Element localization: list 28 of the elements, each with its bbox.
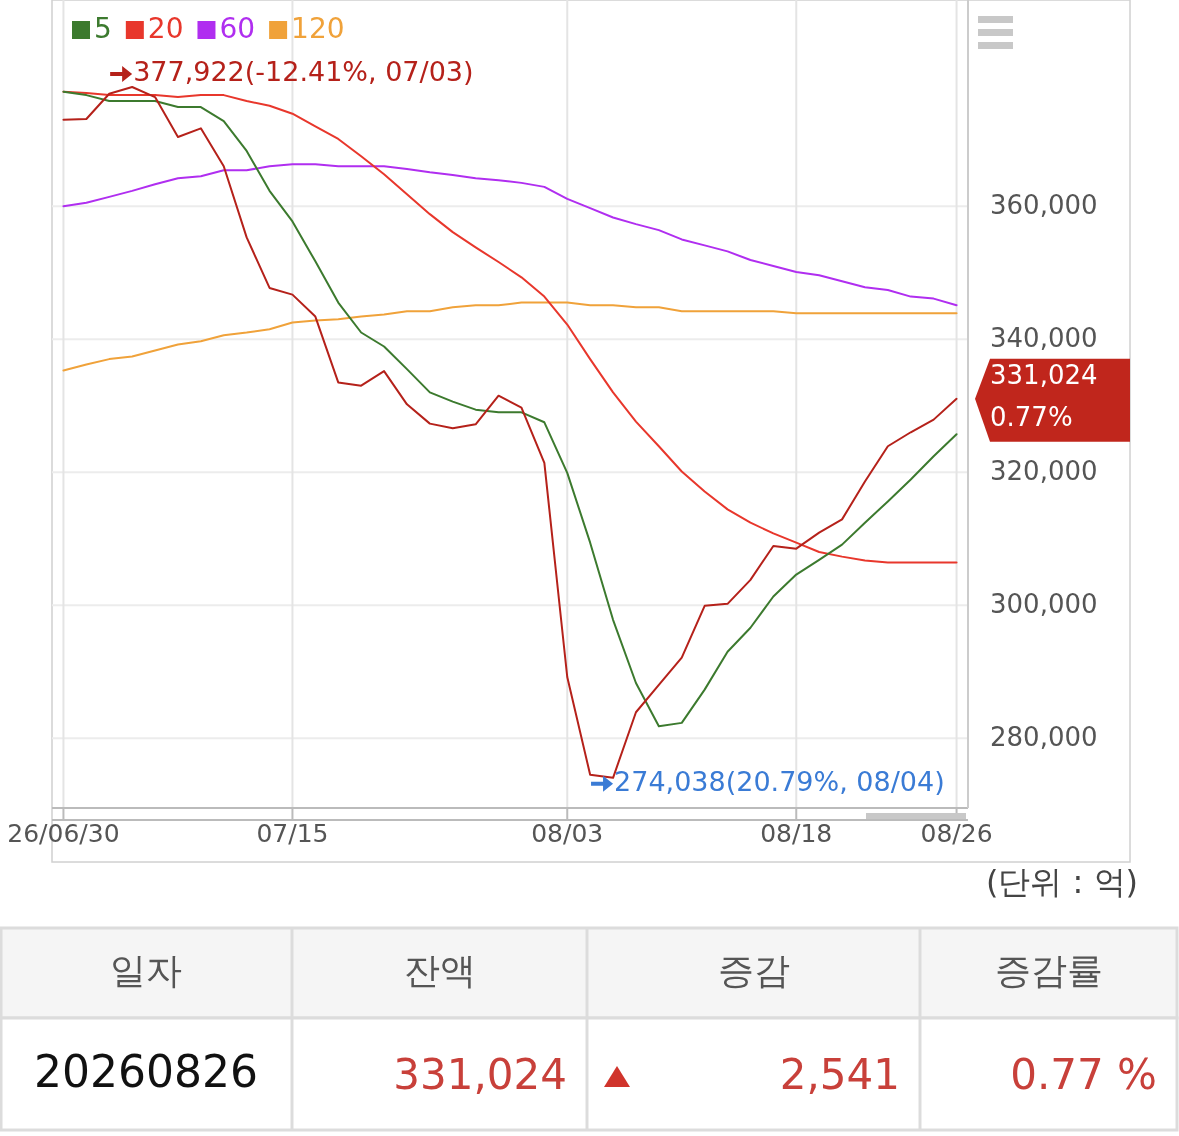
text: 331,024 0.77% xyxy=(990,360,1098,433)
x-tick-label: 07/15 xyxy=(256,819,329,848)
x-tick-label: 26/06/30 xyxy=(7,819,120,848)
text: (단위 : 억) xyxy=(985,863,1138,901)
annotation: 274,038(20.79%, 08/04) xyxy=(614,766,945,798)
line-series xyxy=(62,301,958,372)
x-tick-label: 08/26 xyxy=(920,819,993,848)
text: 331,024 xyxy=(393,1049,567,1099)
category-label: 일자 xyxy=(110,950,182,991)
y-tick-label: 280,000 xyxy=(990,721,1098,752)
line-series xyxy=(62,163,958,307)
legend-label: 120 xyxy=(291,12,345,45)
annotation: 377,922(-12.41%, 07/03) xyxy=(133,56,474,88)
y-tick-label: 300,000 xyxy=(990,588,1098,619)
text: 0.77 % xyxy=(1010,1049,1157,1099)
x-tick-label: 08/18 xyxy=(760,819,833,848)
category-label: 증감 xyxy=(717,950,790,991)
category-label: 잔액 xyxy=(403,950,476,991)
y-tick-label: 320,000 xyxy=(990,455,1098,486)
x-tick-label: 08/03 xyxy=(531,819,604,848)
category-label: 증감률 xyxy=(994,950,1103,991)
legend-label: 60 xyxy=(219,12,256,45)
legend-label: 5 xyxy=(94,12,112,45)
text: 20260826 xyxy=(34,1046,258,1097)
text: 2,541 xyxy=(779,1049,900,1099)
y-tick-label: 340,000 xyxy=(990,322,1098,353)
legend-label: 20 xyxy=(147,12,184,45)
y-tick-label: 360,000 xyxy=(990,189,1098,220)
